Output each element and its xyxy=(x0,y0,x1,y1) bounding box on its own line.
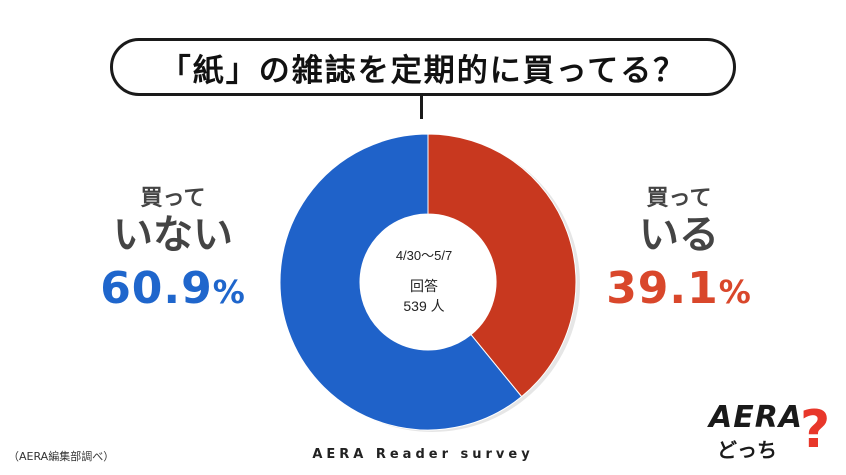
center-info: 4/30～5/7 回答 539 人 xyxy=(362,245,486,316)
answers-label: 回答 xyxy=(410,278,438,294)
question-bubble: 「紙」の雑誌を定期的に買ってる？ xyxy=(110,38,736,96)
logo-question-mark: ? xyxy=(800,400,831,460)
logo-brand: AERA xyxy=(709,400,804,435)
logo-tagline: どっち xyxy=(717,438,777,462)
bubble-tail xyxy=(420,95,423,119)
label-buying-line2: いる xyxy=(639,212,719,258)
aera-docchi-logo: AERA どっち ? xyxy=(705,400,835,465)
donut-hole xyxy=(360,214,496,350)
survey-label: AERA Reader survey xyxy=(312,447,534,462)
label-not-buying: 買って いない 60.9% xyxy=(88,186,258,319)
answers-count: 539 人 xyxy=(403,298,445,314)
label-buying: 買って いる 39.1% xyxy=(594,186,764,319)
percent-not-buying: 60.9% xyxy=(100,263,246,314)
percent-buying: 39.1% xyxy=(606,263,752,314)
chart-title: 「紙」の雑誌を定期的に買ってる？ xyxy=(159,52,687,89)
label-buying-line1: 買って xyxy=(646,186,712,211)
label-not-buying-line1: 買って xyxy=(140,186,206,211)
source-note: （AERA編集部調べ） xyxy=(8,450,115,463)
survey-period: 4/30～5/7 xyxy=(395,248,453,263)
label-not-buying-line2: いない xyxy=(113,212,233,258)
